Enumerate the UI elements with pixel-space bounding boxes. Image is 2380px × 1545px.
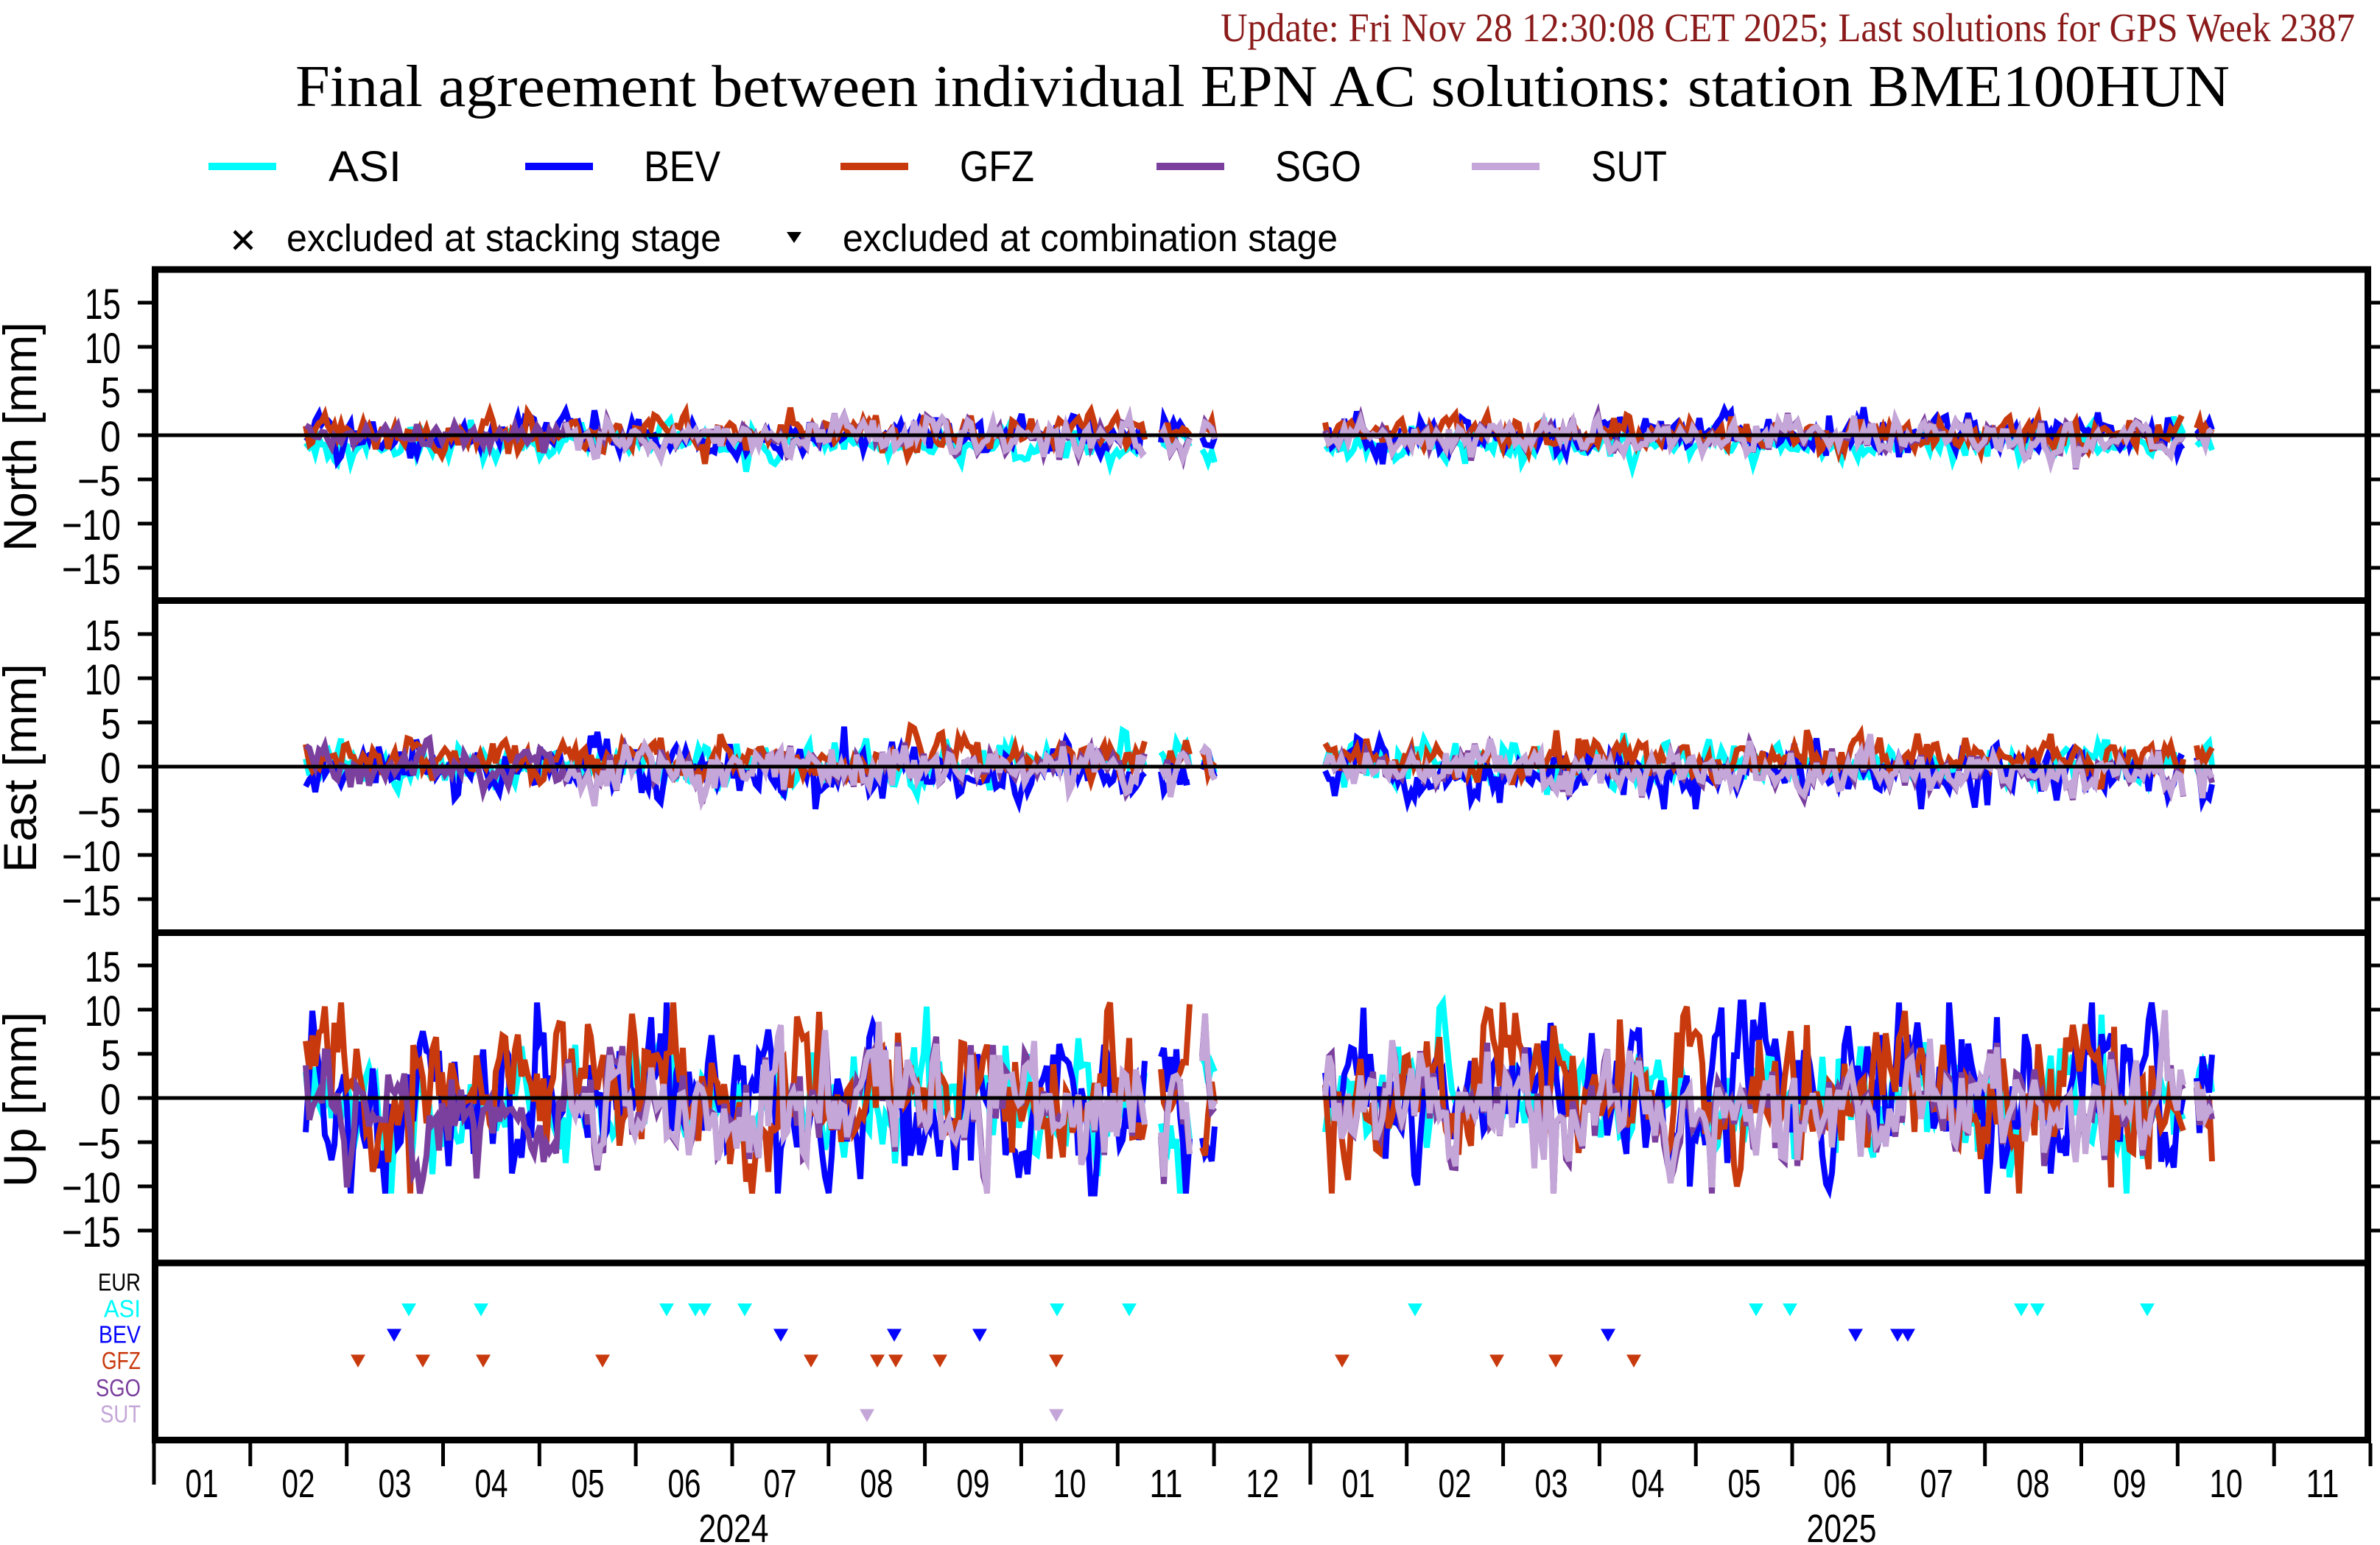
svg-text:12: 12 bbox=[1246, 1462, 1279, 1506]
svg-text:SUT: SUT bbox=[1591, 143, 1667, 191]
svg-text:10: 10 bbox=[85, 325, 121, 373]
svg-text:−10: −10 bbox=[62, 501, 121, 549]
svg-text:East [mm]: East [mm] bbox=[0, 664, 46, 873]
svg-text:−15: −15 bbox=[62, 877, 121, 925]
svg-text:05: 05 bbox=[572, 1462, 605, 1506]
svg-text:03: 03 bbox=[379, 1462, 412, 1506]
svg-text:10: 10 bbox=[85, 988, 121, 1035]
svg-text:GFZ: GFZ bbox=[102, 1347, 141, 1374]
svg-text:GFZ: GFZ bbox=[960, 143, 1034, 191]
svg-text:11: 11 bbox=[2306, 1462, 2339, 1506]
svg-text:−15: −15 bbox=[62, 1208, 121, 1256]
svg-text:10: 10 bbox=[85, 656, 121, 704]
svg-text:11: 11 bbox=[1150, 1462, 1183, 1506]
svg-text:Update: Fri Nov 28 12:30:08 CE: Update: Fri Nov 28 12:30:08 CET 2025; La… bbox=[1221, 5, 2355, 50]
svg-text:0: 0 bbox=[100, 413, 121, 461]
svg-text:Final agreement between indivi: Final agreement between individual EPN A… bbox=[295, 53, 2230, 119]
svg-text:Up [mm]: Up [mm] bbox=[0, 1012, 46, 1187]
svg-text:09: 09 bbox=[957, 1462, 990, 1506]
svg-text:excluded at stacking stage: excluded at stacking stage bbox=[287, 217, 721, 260]
svg-text:04: 04 bbox=[475, 1462, 508, 1506]
svg-text:02: 02 bbox=[1439, 1462, 1472, 1506]
svg-text:10: 10 bbox=[1053, 1462, 1087, 1506]
svg-text:ASI: ASI bbox=[329, 143, 401, 191]
svg-text:−5: −5 bbox=[77, 1120, 121, 1168]
svg-text:08: 08 bbox=[2017, 1462, 2050, 1506]
svg-text:5: 5 bbox=[101, 1032, 121, 1080]
svg-text:SGO: SGO bbox=[1275, 143, 1361, 191]
svg-text:2024: 2024 bbox=[699, 1507, 769, 1545]
svg-text:−15: −15 bbox=[62, 546, 121, 594]
svg-text:15: 15 bbox=[85, 943, 121, 991]
svg-text:−5: −5 bbox=[77, 457, 121, 505]
svg-text:2025: 2025 bbox=[1807, 1507, 1877, 1545]
svg-text:09: 09 bbox=[2113, 1462, 2146, 1506]
svg-text:07: 07 bbox=[764, 1462, 797, 1506]
svg-text:−10: −10 bbox=[62, 1164, 121, 1212]
svg-text:North [mm]: North [mm] bbox=[0, 322, 46, 552]
svg-text:04: 04 bbox=[1632, 1462, 1665, 1506]
svg-text:BEV: BEV bbox=[99, 1321, 141, 1348]
svg-text:15: 15 bbox=[85, 281, 121, 328]
svg-text:0: 0 bbox=[100, 1076, 121, 1124]
svg-text:03: 03 bbox=[1535, 1462, 1568, 1506]
svg-text:06: 06 bbox=[668, 1462, 701, 1506]
svg-text:01: 01 bbox=[1342, 1462, 1375, 1506]
svg-text:08: 08 bbox=[860, 1462, 894, 1506]
svg-text:EUR: EUR bbox=[98, 1269, 141, 1296]
svg-text:5: 5 bbox=[101, 369, 121, 417]
svg-text:0: 0 bbox=[100, 745, 121, 792]
svg-text:02: 02 bbox=[282, 1462, 315, 1506]
svg-text:10: 10 bbox=[2210, 1462, 2243, 1506]
svg-text:ASI: ASI bbox=[104, 1295, 141, 1323]
svg-text:06: 06 bbox=[1824, 1462, 1857, 1506]
svg-text:07: 07 bbox=[1920, 1462, 1954, 1506]
svg-text:5: 5 bbox=[101, 700, 121, 748]
svg-text:BEV: BEV bbox=[644, 143, 720, 191]
svg-text:SUT: SUT bbox=[100, 1401, 141, 1428]
svg-text:−10: −10 bbox=[62, 833, 121, 881]
svg-text:−5: −5 bbox=[77, 789, 121, 837]
svg-text:15: 15 bbox=[85, 612, 121, 660]
svg-text:01: 01 bbox=[186, 1462, 219, 1506]
svg-text:excluded at combination stage: excluded at combination stage bbox=[843, 217, 1338, 260]
svg-text:05: 05 bbox=[1728, 1462, 1761, 1506]
svg-text:SGO: SGO bbox=[96, 1374, 141, 1401]
